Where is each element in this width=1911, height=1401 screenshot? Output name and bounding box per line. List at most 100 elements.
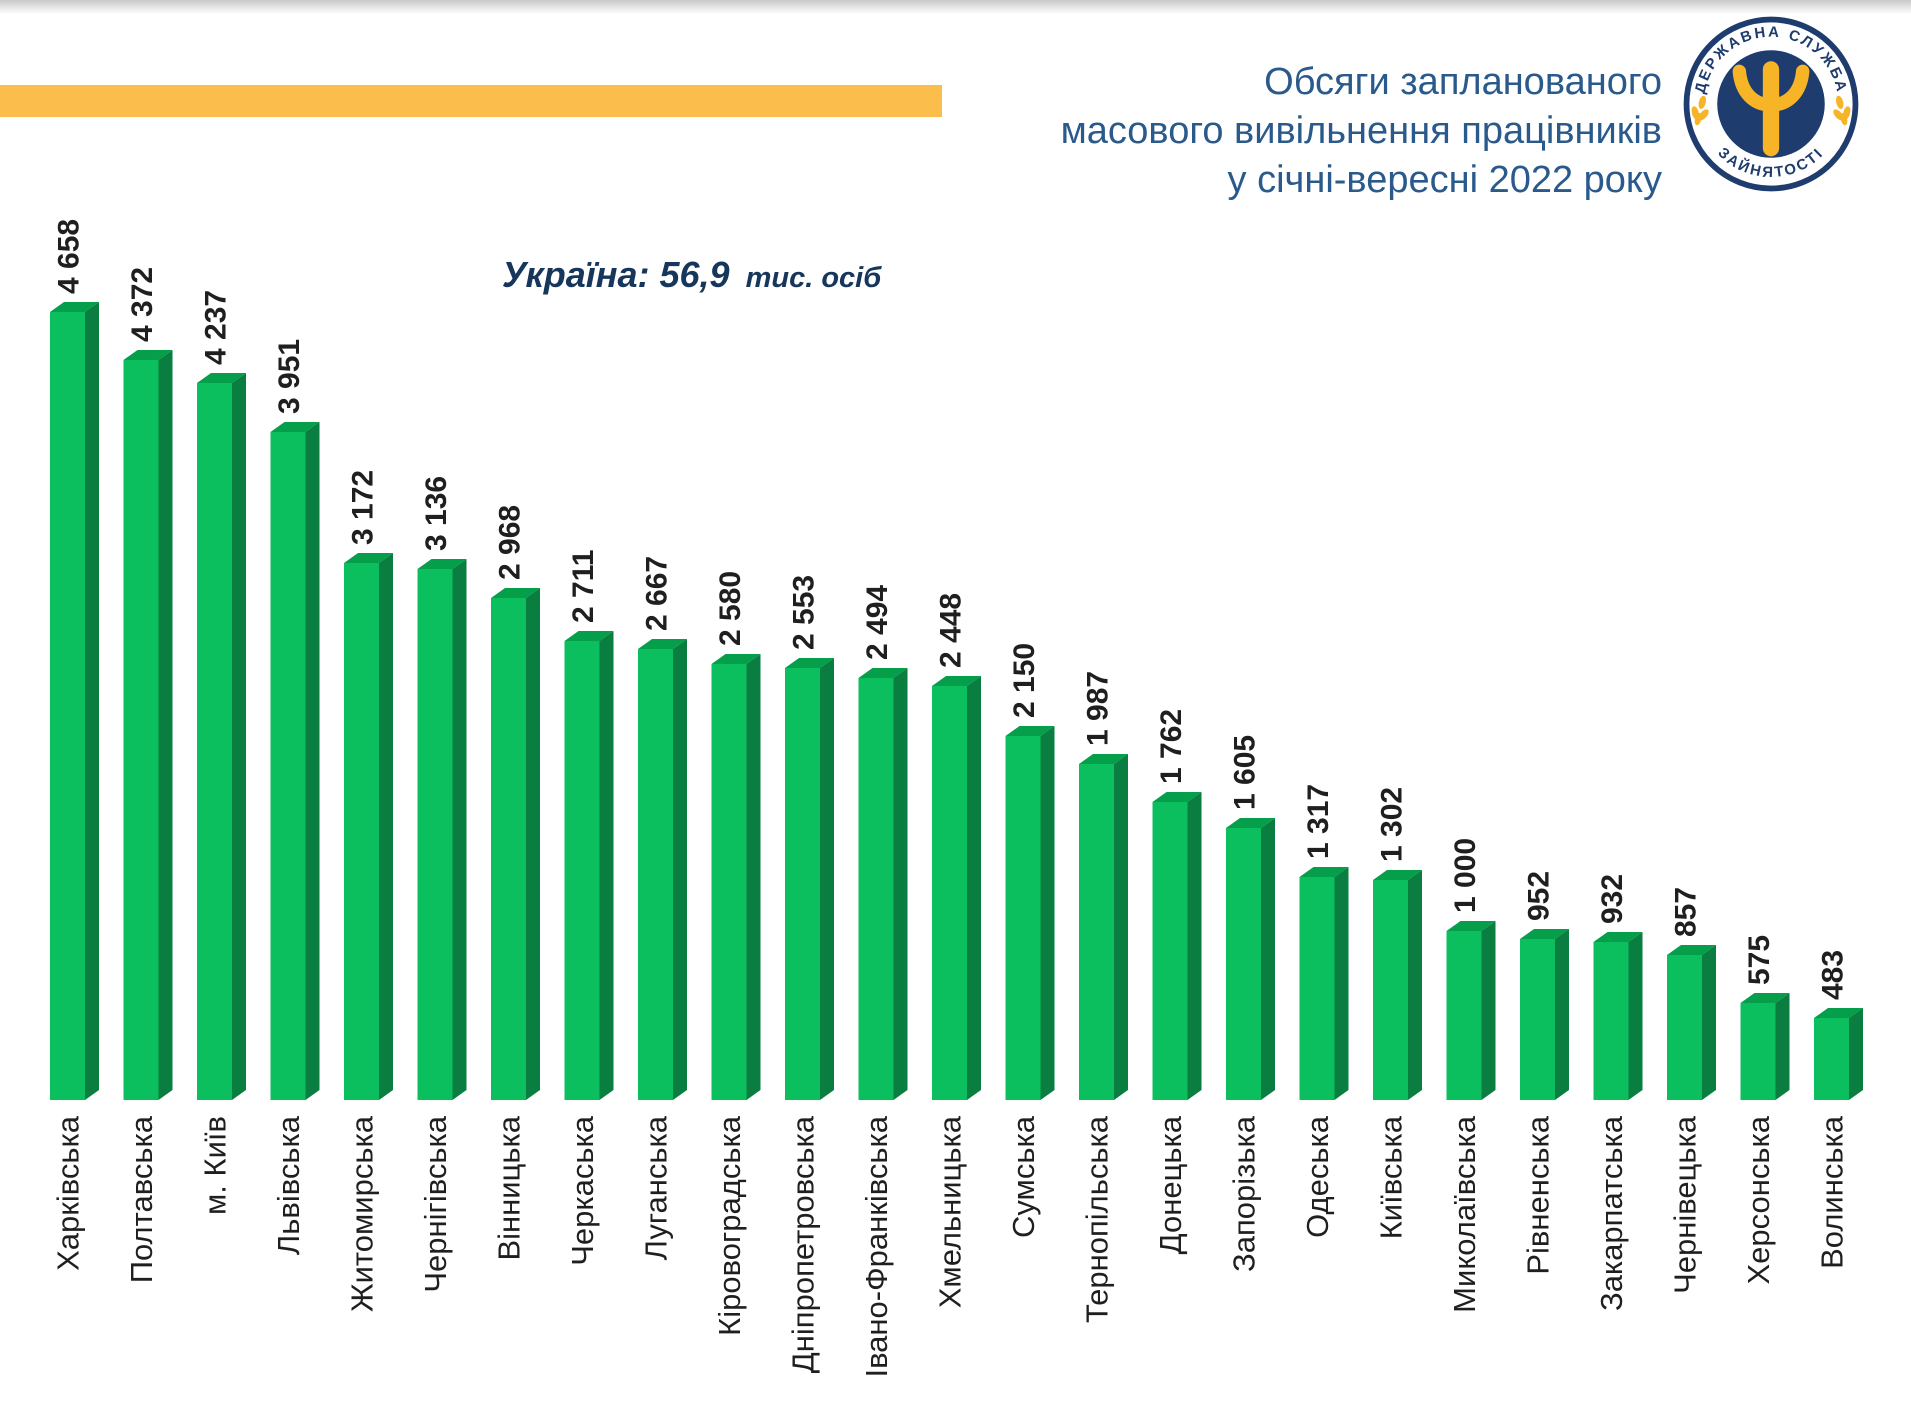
bar-group: 4 237 м. Київ xyxy=(197,290,246,1215)
bar-value-label: 4 372 xyxy=(126,267,159,342)
chart-title-line-3: у січні-вересні 2022 року xyxy=(1227,159,1662,201)
bar-side-face xyxy=(1261,818,1275,1100)
bar-side-face xyxy=(746,654,761,1100)
bar-group: 1 317 Одеська xyxy=(1299,784,1349,1238)
bar-group: 2 968 Вінницька xyxy=(491,505,540,1261)
bar-group: 857 Чернівецька xyxy=(1667,887,1716,1294)
category-label: Тернопільська xyxy=(1080,1115,1115,1323)
bar-front-face xyxy=(858,678,894,1100)
bar-value-label: 2 711 xyxy=(567,550,600,623)
category-label: Львівська xyxy=(271,1115,306,1255)
bar-side-face xyxy=(1114,754,1128,1100)
bar-top-face xyxy=(564,631,614,641)
bar-front-face xyxy=(711,664,747,1100)
bar-group: 2 448 Хмельницька xyxy=(932,593,981,1308)
bar-group: 1 000 Миколаївська xyxy=(1446,838,1496,1313)
bar-front-face xyxy=(1373,880,1408,1100)
bar-front-face xyxy=(1814,1018,1849,1100)
bar-value-label: 3 172 xyxy=(347,470,380,545)
bar-value-label: 857 xyxy=(1670,887,1703,937)
bar-top-face xyxy=(1520,929,1569,939)
bar-top-face xyxy=(638,639,687,649)
bar-front-face xyxy=(1740,1003,1776,1100)
bar-side-face xyxy=(1849,1008,1863,1100)
bar-top-face xyxy=(1740,993,1790,1003)
bar-group: 1 762 Донецька xyxy=(1152,709,1202,1254)
bar-top-face xyxy=(1593,932,1643,942)
category-label: Херсонська xyxy=(1741,1115,1776,1284)
category-label: Донецька xyxy=(1153,1115,1188,1254)
total-annotation-value: Україна: 56,9 xyxy=(502,254,730,295)
bar-value-label: 1 605 xyxy=(1229,735,1262,810)
bar-front-face xyxy=(564,641,600,1100)
category-label: Харківська xyxy=(51,1115,86,1271)
bar-top-face xyxy=(491,588,540,598)
bar-value-label: 1 987 xyxy=(1082,671,1115,746)
category-label: Волинська xyxy=(1815,1115,1850,1269)
bar-side-face xyxy=(1702,945,1716,1100)
bar-side-face xyxy=(379,553,393,1100)
logo-wheat-right-icon xyxy=(1833,95,1851,126)
category-label: Закарпатська xyxy=(1594,1115,1629,1311)
bar-group: 3 136 Чернігівська xyxy=(417,476,467,1293)
bar-front-face xyxy=(1520,939,1555,1100)
bar-side-face xyxy=(1040,726,1055,1100)
bar-top-face xyxy=(785,658,834,668)
bar-group: 575 Херсонська xyxy=(1740,935,1790,1285)
category-label: Житомирська xyxy=(345,1115,380,1312)
bar-side-face xyxy=(305,422,320,1100)
bar-front-face xyxy=(638,649,673,1100)
bar-front-face xyxy=(785,668,820,1100)
bar-value-label: 2 494 xyxy=(861,585,894,660)
bar-side-face xyxy=(85,302,99,1100)
bar-top-face xyxy=(344,553,393,563)
bar-front-face xyxy=(417,569,453,1100)
bar-front-face xyxy=(1446,931,1482,1100)
bar-value-label: 575 xyxy=(1743,935,1776,985)
total-annotation: Україна: 56,9 тис. осіб xyxy=(502,254,881,296)
accent-bar xyxy=(0,85,942,117)
bar-top-face xyxy=(1005,726,1055,736)
bar-group: 2 711 Черкаська xyxy=(564,550,614,1266)
bar-top-face xyxy=(1079,754,1128,764)
bar-group: 932 Закарпатська xyxy=(1593,874,1643,1311)
category-label: Полтавська xyxy=(124,1115,159,1283)
bar-side-face xyxy=(1481,921,1496,1100)
category-label: Дніпропетровська xyxy=(786,1115,821,1373)
bar-side-face xyxy=(526,588,540,1100)
bar-value-label: 3 136 xyxy=(420,476,453,551)
bar-group: 2 150 Сумська xyxy=(1005,643,1055,1238)
bar-value-label: 2 150 xyxy=(1008,643,1041,718)
bar-top-face xyxy=(858,668,908,678)
bar-front-face xyxy=(1299,877,1335,1100)
bar-side-face xyxy=(1628,932,1643,1100)
chart-title-line-2: масового вивільнення працівників xyxy=(1060,110,1662,152)
bar-side-face xyxy=(158,350,173,1100)
category-label: Миколаївська xyxy=(1447,1115,1482,1313)
bar-value-label: 2 553 xyxy=(788,575,821,650)
bar-group: 3 172 Житомирська xyxy=(344,470,393,1312)
bar-front-face xyxy=(1079,764,1114,1100)
bar-group: 1 605 Запорізька xyxy=(1226,735,1275,1272)
bar-side-face xyxy=(1187,792,1202,1100)
bar-value-label: 4 237 xyxy=(200,290,233,365)
bar-side-face xyxy=(1555,929,1569,1100)
bar-group: 2 494 Івано-Франківська xyxy=(858,585,908,1378)
bar-value-label: 1 317 xyxy=(1302,784,1335,859)
bar-group: 483 Волинська xyxy=(1814,950,1863,1269)
bar-top-face xyxy=(1226,818,1275,828)
bar-front-face xyxy=(491,598,526,1100)
category-label: Одеська xyxy=(1300,1115,1335,1238)
total-annotation-unit: тис. осіб xyxy=(745,262,882,294)
bar-side-face xyxy=(967,676,981,1100)
bar-value-label: 932 xyxy=(1596,874,1629,924)
category-label: Київська xyxy=(1374,1115,1409,1239)
category-label: Запорізька xyxy=(1227,1115,1262,1272)
bar-front-face xyxy=(197,383,232,1100)
bar-top-face xyxy=(197,373,246,383)
bar-top-face xyxy=(1299,867,1349,877)
bar-top-face xyxy=(1446,921,1496,931)
bar-top-face xyxy=(1373,870,1422,880)
bar-group: 2 667 Луганська xyxy=(638,556,687,1260)
